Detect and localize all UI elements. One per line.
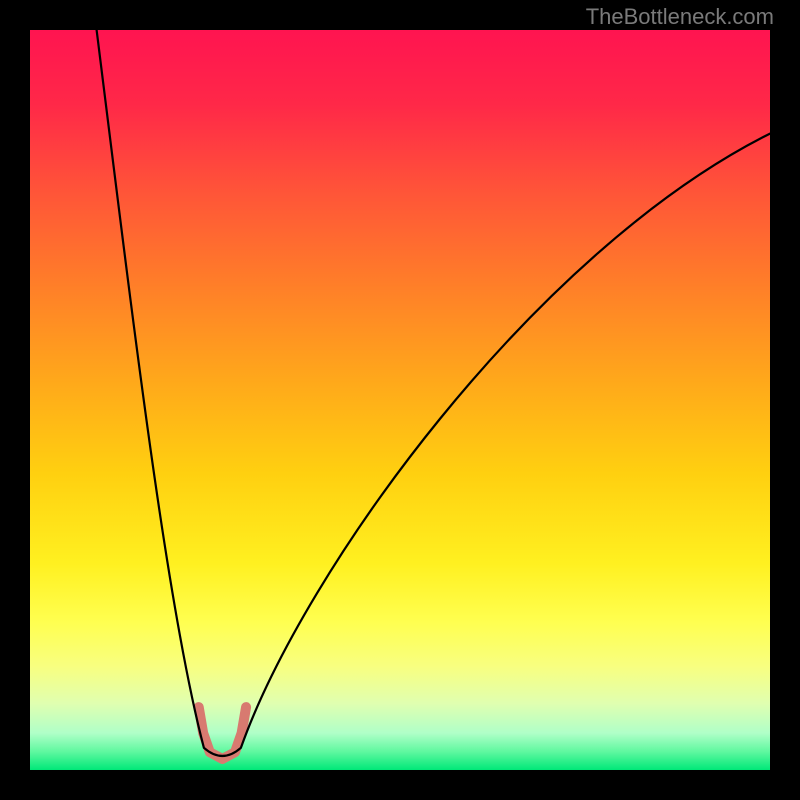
- bottleneck-curve: [97, 30, 770, 756]
- chart-svg-layer: [0, 0, 800, 800]
- stage: TheBottleneck.com: [0, 0, 800, 800]
- watermark-text: TheBottleneck.com: [586, 4, 774, 30]
- valley-marker: [199, 707, 246, 759]
